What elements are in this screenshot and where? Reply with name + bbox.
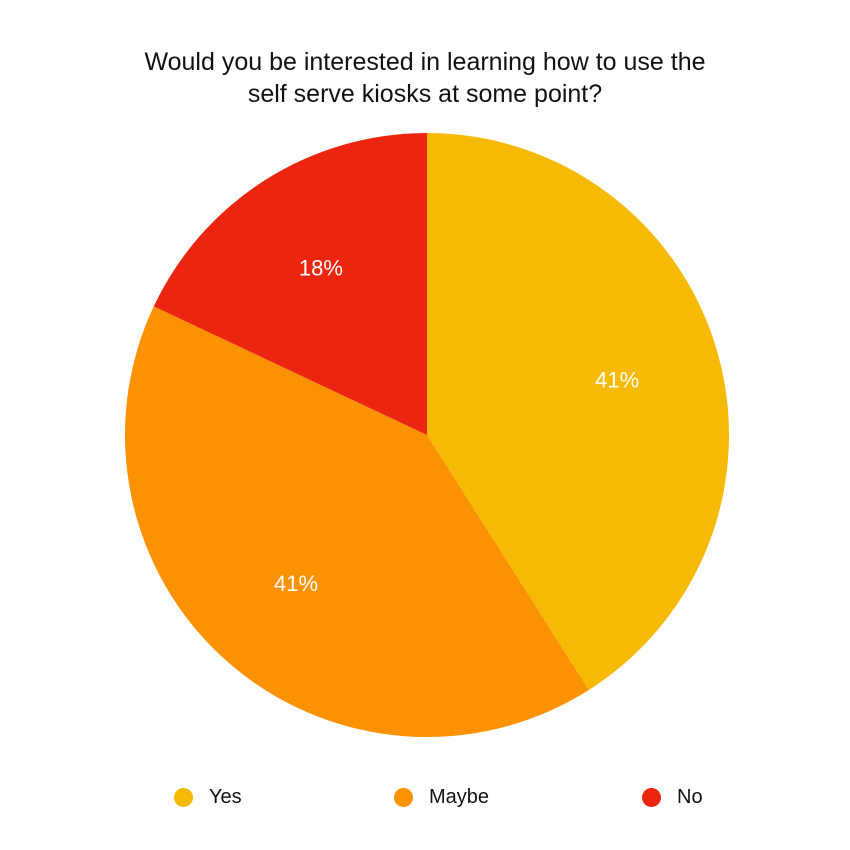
legend-swatch-maybe	[394, 787, 413, 807]
chart-title: Would you be interested in learning how …	[100, 46, 750, 110]
legend-swatch-no	[642, 787, 661, 807]
legend-item-no: No	[642, 784, 703, 810]
slice-label-no: 18%	[299, 255, 343, 280]
pie-slice-maybe	[124, 306, 589, 738]
chart-title-line-1: Would you be interested in learning how …	[144, 48, 706, 76]
chart-title-line-2: self serve kiosks at some point?	[247, 80, 603, 108]
legend-label-maybe: Maybe	[429, 785, 490, 808]
legend-label-no: No	[677, 785, 703, 808]
slice-label-maybe: 41%	[274, 571, 318, 596]
pie-slice-yes	[427, 133, 730, 690]
legend-item-yes: Yes	[174, 784, 242, 810]
legend-item-maybe: Maybe	[394, 784, 489, 810]
legend-label-yes: Yes	[209, 785, 242, 808]
slice-label-yes: 41%	[595, 367, 639, 392]
legend: Yes Maybe No	[0, 784, 850, 810]
legend-swatch-yes	[174, 787, 193, 807]
pie-slice-no	[153, 133, 428, 435]
